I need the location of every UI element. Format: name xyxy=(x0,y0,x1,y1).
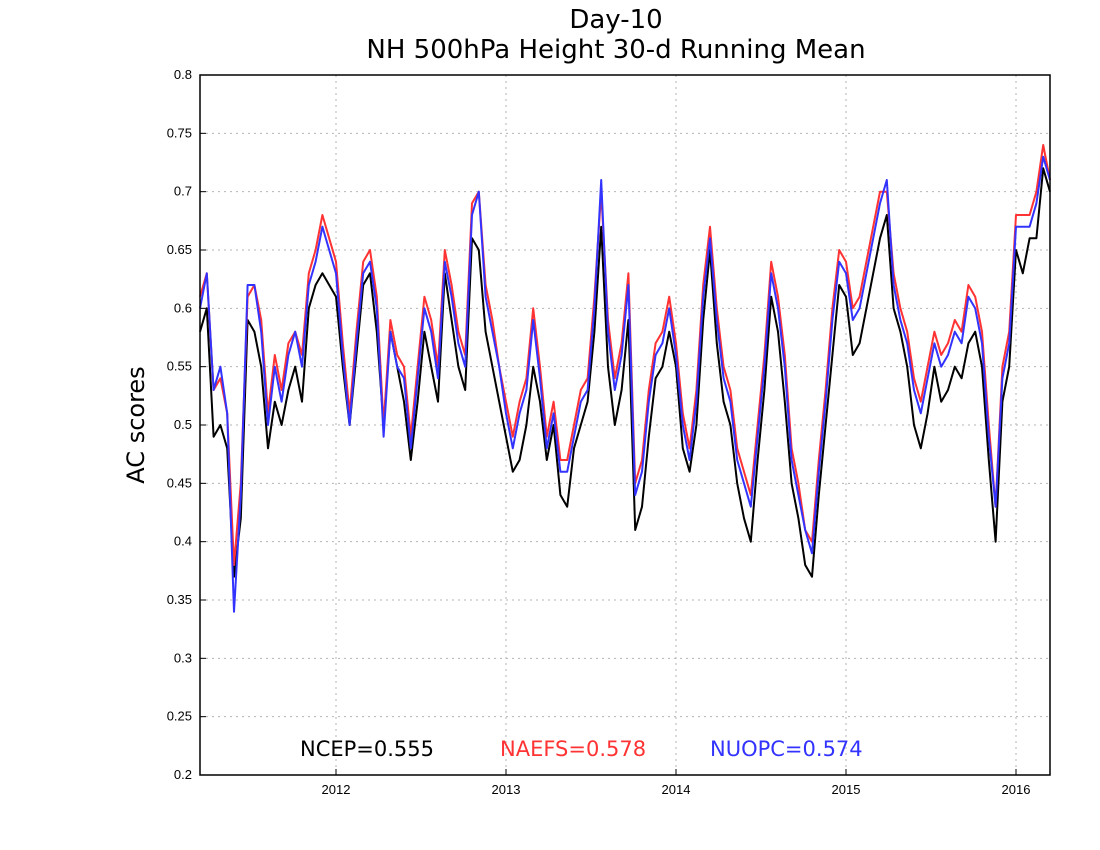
x-tick-label: 2015 xyxy=(832,782,861,797)
legend-naefs: NAEFS=0.578 xyxy=(500,737,646,761)
legend-nuopc: NUOPC=0.574 xyxy=(710,737,863,761)
x-tick-label: 2016 xyxy=(1002,782,1031,797)
y-tick-label: 0.5 xyxy=(174,417,192,432)
y-tick-labels: 0.2 0.25 0.3 0.35 0.4 0.45 0.5 0.55 0.6 0.65 0.7 0.… xyxy=(167,67,206,782)
grid-lines xyxy=(200,75,1050,775)
plot-frame xyxy=(199,74,1051,776)
y-tick-label: 0.2 xyxy=(174,767,192,782)
y-tick-label: 0.8 xyxy=(174,67,192,82)
y-tick-label: 0.35 xyxy=(167,592,192,607)
y-tick-label: 0.4 xyxy=(174,534,192,549)
y-tick-label: 0.6 xyxy=(174,300,192,315)
y-tick-label: 0.7 xyxy=(174,184,192,199)
chart-subtitle: NH 500hPa Height 30-d Running Mean xyxy=(366,35,865,65)
y-tick-label: 0.3 xyxy=(174,650,192,665)
series-line-ncep xyxy=(199,167,1051,578)
x-tick-label: 2013 xyxy=(492,782,521,797)
data-series xyxy=(199,144,1051,613)
y-tick-label: 0.65 xyxy=(167,242,192,257)
series-line-nuopc xyxy=(199,155,1051,613)
legend-ncep: NCEP=0.555 xyxy=(300,737,434,761)
y-tick-label: 0.75 xyxy=(167,125,192,140)
y-axis-label: AC scores xyxy=(122,366,150,483)
y-tick-label: 0.45 xyxy=(167,475,192,490)
y-tick-label: 0.25 xyxy=(167,709,192,724)
x-tick-labels: 2012 2013 2014 2015 2016 xyxy=(322,769,1031,797)
x-tick-label: 2014 xyxy=(662,782,691,797)
chart-title: Day-10 xyxy=(569,5,662,35)
y-tick-label: 0.55 xyxy=(167,359,192,374)
x-tick-label: 2012 xyxy=(322,782,351,797)
